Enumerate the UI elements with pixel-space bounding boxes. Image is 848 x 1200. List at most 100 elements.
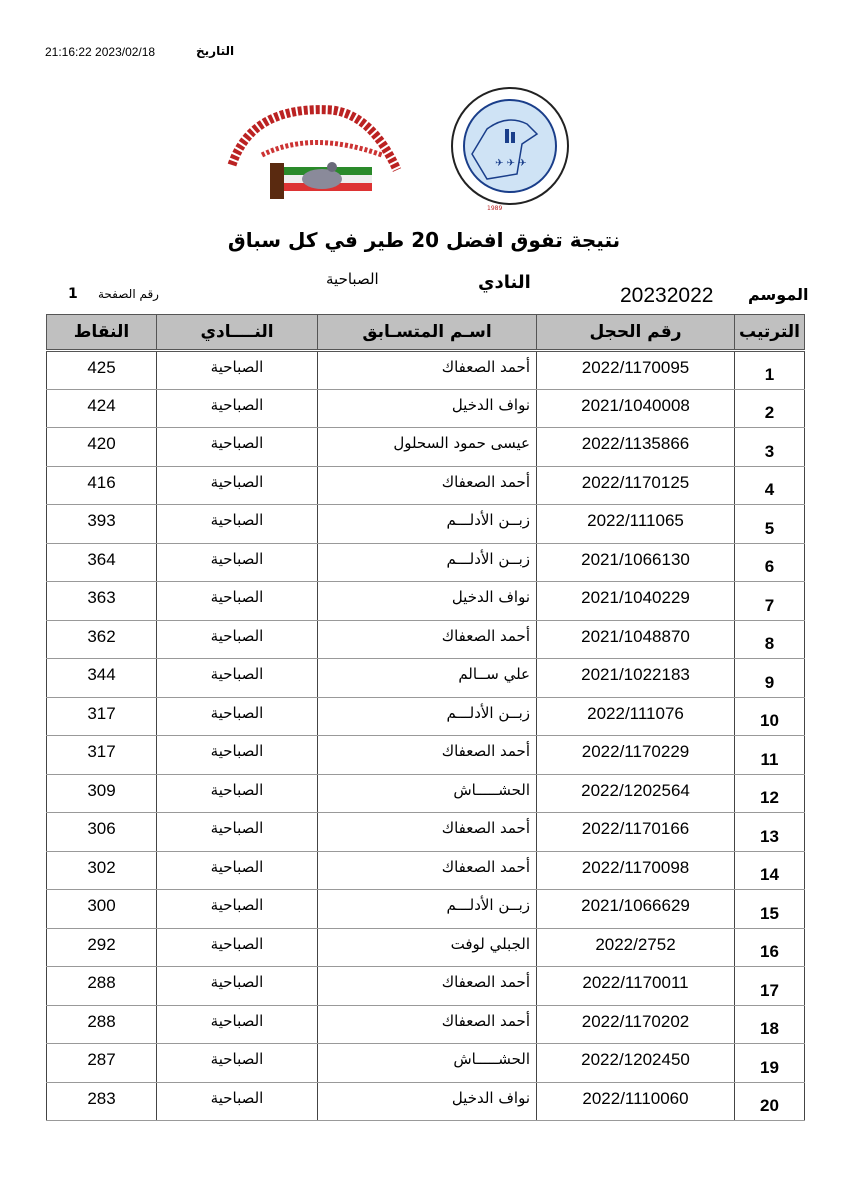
club-cell: الصباحية <box>156 581 318 621</box>
club-value: الصباحية <box>326 270 379 288</box>
table-row: 11 2022/1170229 أحمد الصعفاك الصباحية 317 <box>46 735 805 775</box>
ring-number-cell: 2022/111076 <box>536 697 735 736</box>
rank-cell: 8 <box>734 620 805 659</box>
rank-cell: 13 <box>734 812 805 852</box>
table-row: 18 2022/1170202 أحمد الصعفاك الصباحية 288 <box>46 1005 805 1044</box>
page-number: 1 <box>68 286 78 302</box>
ring-number-cell: 2021/1066130 <box>536 543 735 582</box>
ring-number-cell: 2022/111065 <box>536 504 735 544</box>
competitor-name-cell: الجبلي لوفت <box>317 928 537 967</box>
club-cell: الصباحية <box>156 697 318 736</box>
competitor-name-cell: أحمد الصعفاك <box>317 812 537 852</box>
table-header-row: الترتيب رقم الحجل اسـم المتسـابق النــــ… <box>46 314 805 352</box>
table-row: 19 2022/1202450 الحشـــــاش الصباحية 287 <box>46 1043 805 1083</box>
rank-cell: 18 <box>734 1005 805 1044</box>
results-table: الترتيب رقم الحجل اسـم المتسـابق النــــ… <box>46 314 805 1121</box>
points-cell: 317 <box>46 697 157 736</box>
table-row: 7 2021/1040229 نواف الدخيل الصباحية 363 <box>46 581 805 621</box>
club-cell: الصباحية <box>156 350 318 390</box>
rank-cell: 3 <box>734 427 805 467</box>
competitor-name-cell: أحمد الصعفاك <box>317 466 537 505</box>
competitor-name-cell: أحمد الصعفاك <box>317 851 537 890</box>
ring-number-cell: 2022/1170202 <box>536 1005 735 1044</box>
competitor-name-cell: أحمد الصعفاك <box>317 350 537 390</box>
svg-text:1989: 1989 <box>487 205 502 212</box>
column-header-name: اسـم المتسـابق <box>317 314 537 352</box>
competitor-name-cell: الحشـــــاش <box>317 1043 537 1083</box>
points-cell: 362 <box>46 620 157 659</box>
points-cell: 302 <box>46 851 157 890</box>
rank-cell: 12 <box>734 774 805 813</box>
competitor-name-cell: أحمد الصعفاك <box>317 966 537 1006</box>
points-cell: 424 <box>46 389 157 428</box>
rank-cell: 6 <box>734 543 805 582</box>
club-cell: الصباحية <box>156 889 318 929</box>
table-row: 1 2022/1170095 أحمد الصعفاك الصباحية 425 <box>46 350 805 390</box>
club-cell: الصباحية <box>156 1043 318 1083</box>
rank-cell: 1 <box>734 350 805 390</box>
rank-cell: 2 <box>734 389 805 428</box>
competitor-name-cell: عيسى حمود السحلول <box>317 427 537 467</box>
rank-cell: 20 <box>734 1082 805 1121</box>
table-row: 3 2022/1135866 عيسى حمود السحلول الصباحية 42… <box>46 427 805 467</box>
table-row: 20 2022/1110060 نواف الدخيل الصباحية 283 <box>46 1082 805 1121</box>
ring-number-cell: 2021/1066629 <box>536 889 735 929</box>
table-row: 6 2021/1066130 زبــن الأدلـــم الصباحية 364 <box>46 543 805 582</box>
ring-number-cell: 2022/1202450 <box>536 1043 735 1083</box>
rank-cell: 19 <box>734 1043 805 1083</box>
points-cell: 292 <box>46 928 157 967</box>
table-row: 8 2021/1048870 أحمد الصعفاك الصباحية 362 <box>46 620 805 659</box>
points-cell: 283 <box>46 1082 157 1121</box>
rank-cell: 4 <box>734 466 805 505</box>
club-cell: الصباحية <box>156 466 318 505</box>
club-cell: الصباحية <box>156 966 318 1006</box>
competitor-name-cell: نواف الدخيل <box>317 389 537 428</box>
column-header-ring: رقم الحجل <box>536 314 735 352</box>
club-cell: الصباحية <box>156 389 318 428</box>
ring-number-cell: 2022/1170125 <box>536 466 735 505</box>
table-row: 4 2022/1170125 أحمد الصعفاك الصباحية 416 <box>46 466 805 505</box>
rank-cell: 10 <box>734 697 805 736</box>
table-row: 17 2022/1170011 أحمد الصعفاك الصباحية 288 <box>46 966 805 1006</box>
table-row: 14 2022/1170098 أحمد الصعفاك الصباحية 302 <box>46 851 805 890</box>
table-row: 2 2021/1040008 نواف الدخيل الصباحية 424 <box>46 389 805 428</box>
rank-cell: 7 <box>734 581 805 621</box>
table-row: 16 2022/2752 الجبلي لوفت الصباحية 292 <box>46 928 805 967</box>
competitor-name-cell: أحمد الصعفاك <box>317 1005 537 1044</box>
ring-number-cell: 2022/1170095 <box>536 350 735 390</box>
table-row: 10 2022/111076 زبــن الأدلـــم الصباحية 317 <box>46 697 805 736</box>
rank-cell: 14 <box>734 851 805 890</box>
rank-cell: 15 <box>734 889 805 929</box>
rank-cell: 5 <box>734 504 805 544</box>
club-cell: الصباحية <box>156 928 318 967</box>
ring-number-cell: 2022/1110060 <box>536 1082 735 1121</box>
club-cell: الصباحية <box>156 658 318 698</box>
ring-number-cell: 2022/1135866 <box>536 427 735 467</box>
ring-number-cell: 2021/1048870 <box>536 620 735 659</box>
ring-number-cell: 2022/1202564 <box>536 774 735 813</box>
ring-number-cell: 2021/1040229 <box>536 581 735 621</box>
ring-number-cell: 2021/1022183 <box>536 658 735 698</box>
competitor-name-cell: الحشـــــاش <box>317 774 537 813</box>
table-row: 13 2022/1170166 أحمد الصعفاك الصباحية 306 <box>46 812 805 852</box>
club-label: النادي <box>478 272 531 293</box>
column-header-points: النقاط <box>46 314 157 352</box>
svg-text:✈ ✈ ✈: ✈ ✈ ✈ <box>495 158 527 169</box>
ring-number-cell: 2021/1040008 <box>536 389 735 428</box>
points-cell: 306 <box>46 812 157 852</box>
points-cell: 364 <box>46 543 157 582</box>
table-row: 5 2022/111065 زبــن الأدلـــم الصباحية 393 <box>46 504 805 544</box>
column-header-club: النــــادي <box>156 314 318 352</box>
club-logo <box>227 105 402 199</box>
club-cell: الصباحية <box>156 427 318 467</box>
points-cell: 416 <box>46 466 157 505</box>
ring-number-cell: 2022/1170166 <box>536 812 735 852</box>
club-cell: الصباحية <box>156 774 318 813</box>
points-cell: 309 <box>46 774 157 813</box>
competitor-name-cell: أحمد الصعفاك <box>317 735 537 775</box>
points-cell: 317 <box>46 735 157 775</box>
points-cell: 288 <box>46 1005 157 1044</box>
page-number-label: رقم الصفحة <box>98 287 159 301</box>
competitor-name-cell: نواف الدخيل <box>317 1082 537 1121</box>
